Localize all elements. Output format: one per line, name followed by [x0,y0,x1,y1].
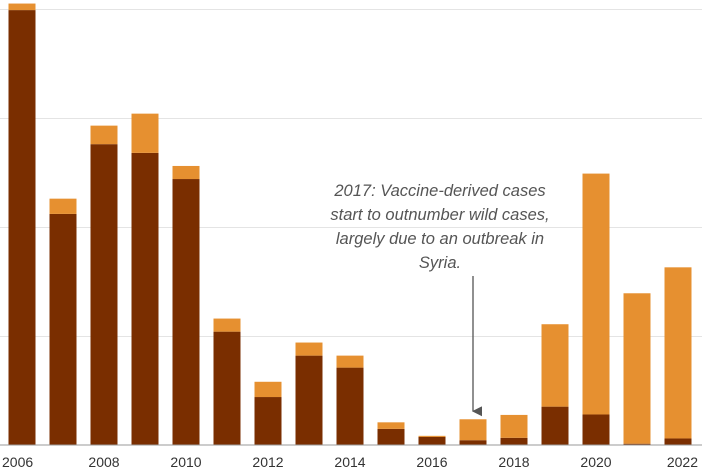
annotation-line-4: Syria. [419,254,461,272]
x-tick-label-2016: 2016 [416,454,447,468]
bar-light-2016 [418,435,446,437]
bar-light-2011 [213,318,241,332]
bar-light-2019 [541,324,569,407]
bar-dark-2021 [623,443,651,445]
bar-light-2012 [254,381,282,398]
bar-dark-2007 [49,213,77,445]
bar-dark-2017 [459,440,487,445]
bar-light-2018 [500,414,528,438]
bar-dark-2018 [500,437,528,445]
bar-dark-2006 [8,10,36,446]
bar-light-2013 [295,342,323,356]
bar-light-2015 [377,422,405,429]
annotation: 2017: Vaccine-derived cases start to out… [330,182,550,417]
bar-dark-2008 [90,144,118,445]
bar-light-2022 [664,267,692,439]
bars [8,3,692,446]
bar-light-2006 [8,3,36,11]
x-tick-label-2008: 2008 [88,454,119,468]
bar-dark-2011 [213,331,241,445]
bar-light-2014 [336,355,364,368]
x-tick-label-2018: 2018 [498,454,529,468]
bar-light-2020 [582,173,610,415]
bar-dark-2019 [541,406,569,445]
x-axis-tick-labels: 2006 2008 2010 2012 2014 2016 2018 2020 2022 [2,454,698,468]
x-tick-label-2010: 2010 [170,454,201,468]
bar-light-2007 [49,198,77,214]
x-tick-label-2020: 2020 [580,454,611,468]
bar-dark-2015 [377,428,405,445]
annotation-line-2: start to outnumber wild cases, [330,206,549,224]
bar-dark-2013 [295,355,323,445]
bar-dark-2022 [664,438,692,445]
bar-dark-2009 [131,152,159,445]
bar-dark-2014 [336,367,364,445]
bar-dark-2012 [254,397,282,445]
bar-light-2021 [623,293,651,444]
x-tick-label-2012: 2012 [252,454,283,468]
annotation-line-1: 2017: Vaccine-derived cases [333,182,545,200]
x-tick-label-2014: 2014 [334,454,365,468]
bar-dark-2016 [418,436,446,445]
bar-light-2010 [172,165,200,180]
x-tick-label-2022: 2022 [667,454,698,468]
bar-dark-2010 [172,179,200,446]
bar-light-2017 [459,419,487,441]
annotation-line-3: largely due to an outbreak in [336,230,544,248]
bar-light-2008 [90,125,118,145]
bar-light-2009 [131,113,159,153]
bar-dark-2020 [582,414,610,445]
x-tick-label-2006: 2006 [2,454,33,468]
